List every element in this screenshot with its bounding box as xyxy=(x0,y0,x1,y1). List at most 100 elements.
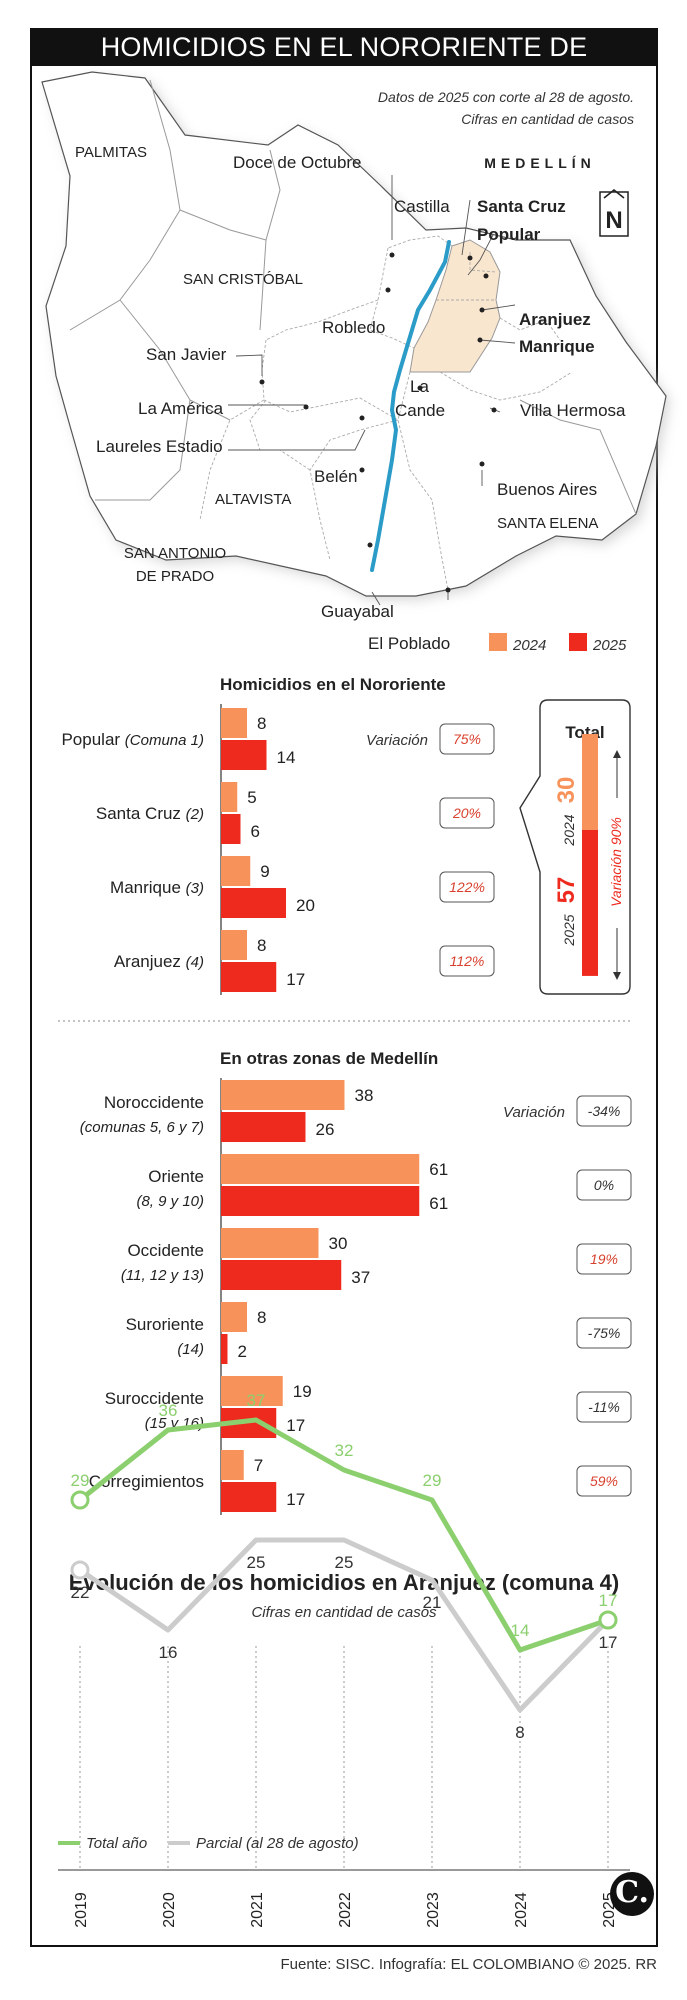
c3-label-partial-6: 17 xyxy=(599,1633,618,1652)
c1-variation-box-2 xyxy=(439,871,495,903)
total-bar-2024 xyxy=(582,734,598,830)
c2-value-2025-2: 37 xyxy=(351,1268,370,1287)
c3-label-partial-1: 16 xyxy=(159,1643,178,1662)
page-title: HOMICIDIOS EN EL NORORIENTE DE MEDELLÍN xyxy=(30,28,658,100)
north-arrow-icon: N xyxy=(599,188,629,237)
c3-label-partial-2: 25 xyxy=(247,1553,266,1572)
map-label-san-cristobal: SAN CRISTÓBAL xyxy=(183,271,303,288)
c3-label-partial-0: 22 xyxy=(71,1583,90,1602)
map-label-doce: Doce de Octubre xyxy=(233,153,362,172)
c2-variation-2: 19% xyxy=(590,1251,618,1267)
map-label-de-prado: DE PRADO xyxy=(136,568,214,585)
total-variation: Variación 90% xyxy=(608,817,624,907)
c2-category-3: Suroriente xyxy=(126,1315,204,1334)
c2-value-2024-1: 61 xyxy=(429,1160,448,1179)
legend-total-label: Total año xyxy=(86,1835,147,1852)
map-label-san-antonio: SAN ANTONIO xyxy=(124,545,226,562)
c3-xtick-0: 2019 xyxy=(73,1892,90,1928)
c1-value-2024-2: 9 xyxy=(260,862,269,881)
c3-label-partial-3: 25 xyxy=(335,1553,354,1572)
total-bar-2025 xyxy=(582,830,598,976)
total-box: Total 30 2024 57 2025 Variación 90% xyxy=(519,699,631,995)
c1-variation-3: 112% xyxy=(450,953,485,969)
c2-bar-2025-3 xyxy=(221,1334,228,1364)
c3-xtick-1: 2020 xyxy=(161,1892,178,1928)
chart3-subtitle: Cifras en cantidad de casos xyxy=(251,1604,437,1621)
map-label-manrique: Manrique xyxy=(519,337,595,356)
c2-variation-0: -34% xyxy=(588,1103,621,1119)
map-label-altavista: ALTAVISTA xyxy=(215,491,291,508)
map-label-laureles: Laureles Estadio xyxy=(96,437,223,456)
c1-value-2025-3: 17 xyxy=(286,970,305,989)
c1-bar-2024-3 xyxy=(221,930,247,960)
c2-category-5: Corregimientos xyxy=(89,1472,204,1491)
c2-value-2025-1: 61 xyxy=(429,1194,448,1213)
c1-bar-2024-2 xyxy=(221,856,251,886)
c1-variation-box-3 xyxy=(439,945,495,977)
c3-label-total-5: 14 xyxy=(511,1621,530,1640)
chart2-title: En otras zonas de Medellín xyxy=(220,1049,438,1068)
c2-value-2024-3: 8 xyxy=(257,1308,266,1327)
legend-partial-label: Parcial (al 28 de agosto) xyxy=(196,1835,359,1852)
c3-label-total-1: 36 xyxy=(159,1401,178,1420)
map-label-san-javier: San Javier xyxy=(146,345,227,364)
total-value-2024: 30 xyxy=(553,777,580,804)
c2-variation-label: Variación xyxy=(503,1104,565,1121)
c1-value-2025-1: 6 xyxy=(251,822,260,841)
map-label-popular: Popular xyxy=(477,225,541,244)
c1-category-2: Manrique (3) xyxy=(110,878,204,897)
map-label-santa-elena: SANTA ELENA xyxy=(497,515,598,532)
c2-value-2024-0: 38 xyxy=(355,1086,374,1105)
c2-value-2024-4: 19 xyxy=(293,1382,312,1401)
el-colombiano-logo: C. xyxy=(610,1872,654,1916)
c2-value-2025-4: 17 xyxy=(286,1416,305,1435)
c2-variation-3: -75% xyxy=(588,1325,621,1341)
c2-value-2025-3: 2 xyxy=(238,1342,247,1361)
c2-value-2024-2: 30 xyxy=(329,1234,348,1253)
c2-variation-1: 0% xyxy=(594,1177,614,1193)
c2-bar-2024-0 xyxy=(221,1080,345,1110)
footer-source: Fuente: SISC. Infografía: EL COLOMBIANO … xyxy=(280,1956,658,1973)
c3-marker-1-0 xyxy=(70,1560,90,1580)
map-label-guayabal: Guayabal xyxy=(321,602,394,621)
c2-variation-5: 59% xyxy=(590,1473,618,1489)
legend-label-2025: 2025 xyxy=(592,637,627,654)
c2-bar-2024-2 xyxy=(221,1228,319,1258)
c1-bar-2025-0 xyxy=(221,740,267,770)
map-label-la-america: La América xyxy=(138,399,224,418)
legend-swatch-2024 xyxy=(489,633,507,651)
c3-label-partial-4: 21 xyxy=(423,1593,442,1612)
chart3-legend: Total año Parcial (al 28 de agosto) xyxy=(58,1835,359,1852)
c2-category-4: Suroccidente xyxy=(105,1389,204,1408)
c3-label-total-4: 29 xyxy=(423,1471,442,1490)
chart-otras-zonas: En otras zonas de Medellín 38 26 Noroccide… xyxy=(80,1049,632,1515)
map-label-buenos-aires: Buenos Aires xyxy=(497,480,597,499)
c2-variation-box-2 xyxy=(576,1243,632,1275)
c2-bar-2024-5 xyxy=(221,1450,244,1480)
map-label-castilla: Castilla xyxy=(394,197,450,216)
map-city-label: MEDELLÍN xyxy=(484,155,596,171)
c2-variation-box-1 xyxy=(576,1169,632,1201)
c2-bar-2025-1 xyxy=(221,1186,420,1216)
map-label-cande: Cande xyxy=(395,401,445,420)
c2-value-2025-5: 17 xyxy=(286,1490,305,1509)
c1-variation-box-1 xyxy=(439,797,495,829)
c1-bar-2025-1 xyxy=(221,814,241,844)
c1-variation-0: 75% xyxy=(453,731,481,747)
c1-value-2025-0: 14 xyxy=(277,748,296,767)
c3-label-total-3: 32 xyxy=(335,1441,354,1460)
c3-marker-0-0 xyxy=(70,1490,90,1510)
map-note-units: Cifras en cantidad de casos xyxy=(461,111,634,127)
c2-bar-2024-4 xyxy=(221,1376,283,1406)
c2-variation-box-0 xyxy=(576,1095,632,1127)
river xyxy=(370,240,451,572)
c1-value-2024-0: 8 xyxy=(257,714,266,733)
map-outline xyxy=(41,71,667,597)
c2-bar-2025-0 xyxy=(221,1112,306,1142)
c1-category-3: Aranjuez (4) xyxy=(114,952,204,971)
c2-category-0: Noroccidente xyxy=(104,1093,204,1112)
c2-bar-2024-3 xyxy=(221,1302,247,1332)
legend: 2024 2025 xyxy=(489,633,627,654)
chart-aranjuez-evolucion: Evolución de los homicidios en Aranjuez … xyxy=(58,1391,630,1928)
